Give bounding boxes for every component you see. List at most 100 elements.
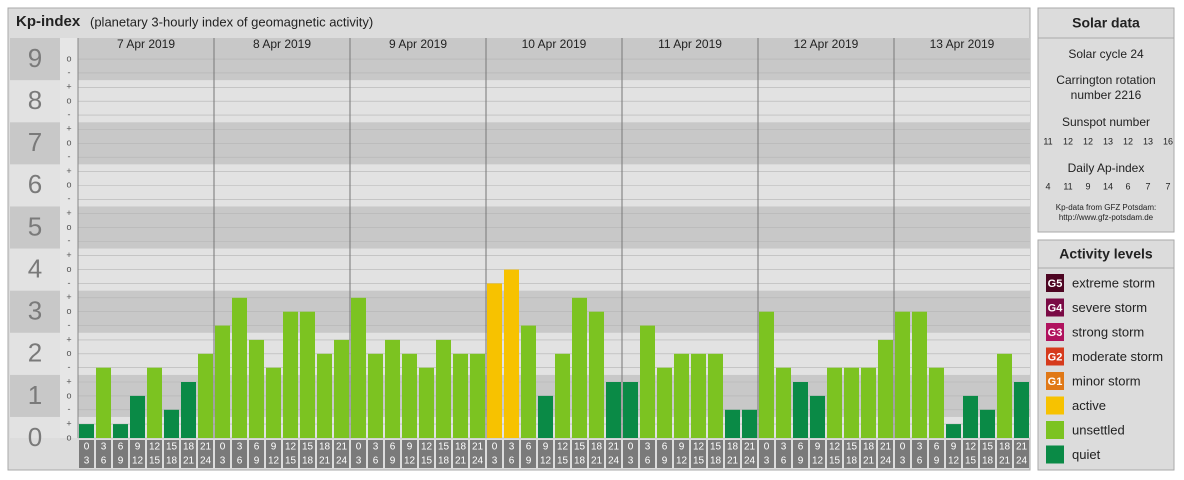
x-tick-label: 21 [591, 456, 603, 467]
solar-title: Solar data [1072, 15, 1140, 31]
minor-tick-label: o [66, 222, 71, 232]
minor-tick-label: o [66, 306, 71, 316]
solar-panel [1037, 7, 1175, 233]
hour-box [215, 440, 230, 468]
x-tick-label: 24 [744, 456, 756, 467]
hour-box [708, 440, 723, 468]
sunspot-value: 13 [1143, 136, 1153, 146]
bar [555, 353, 570, 438]
hour-box [402, 440, 417, 468]
kp-band [10, 122, 60, 165]
legend-swatch [1046, 347, 1064, 366]
kp-band [10, 290, 60, 333]
hour-box [963, 440, 978, 468]
x-tick-label: 12 [693, 442, 705, 453]
legend-code: G5 [1048, 278, 1063, 290]
bar [402, 353, 417, 438]
hour-box [232, 440, 247, 468]
hour-box [742, 440, 757, 468]
legend-label: quiet [1072, 447, 1101, 462]
hour-box [79, 440, 94, 468]
carrington: Carrington rotation [1056, 73, 1155, 87]
x-tick-label: 18 [574, 456, 586, 467]
bar [606, 382, 621, 438]
hour-box [827, 440, 842, 468]
hour-box [283, 440, 298, 468]
ap-value: 11 [1063, 181, 1072, 191]
legend-swatch [1046, 274, 1064, 292]
legend-label: strong storm [1072, 324, 1144, 339]
x-tick-label: 0 [628, 442, 634, 453]
hour-box [861, 440, 876, 468]
minor-tick-label: o [66, 264, 71, 274]
hour-box [623, 440, 638, 468]
kp-band [10, 248, 60, 291]
hour-box [538, 440, 553, 468]
legend-code: G3 [1048, 327, 1063, 339]
x-tick-label: 3 [373, 442, 379, 453]
minor-tick-label: - [68, 236, 71, 246]
hour-box [521, 440, 536, 468]
legend-swatch [1046, 298, 1064, 317]
x-tick-label: 3 [220, 456, 226, 467]
y-tick-label: 2 [28, 338, 42, 368]
bar [368, 353, 383, 438]
bar [198, 353, 213, 438]
x-tick-label: 6 [101, 456, 107, 467]
bar [215, 325, 230, 438]
x-tick-label: 0 [356, 442, 362, 453]
legend-swatch [1046, 396, 1064, 415]
x-tick-label: 21 [999, 456, 1011, 467]
hour-box [929, 440, 944, 468]
ap-title: Daily Ap-index [1068, 161, 1145, 175]
minor-tick-label: - [68, 362, 71, 372]
bar [470, 353, 485, 438]
x-tick-label: 6 [373, 456, 379, 467]
hour-box [895, 440, 910, 468]
y-tick-label: 8 [28, 85, 42, 115]
x-tick-label: 9 [118, 456, 124, 467]
bar [725, 409, 740, 438]
day-label: 8 Apr 2019 [253, 37, 311, 51]
x-tick-label: 3 [101, 442, 107, 453]
x-tick-label: 3 [509, 442, 515, 453]
bar [742, 409, 757, 438]
x-tick-label: 12 [285, 442, 297, 453]
x-tick-label: 3 [900, 456, 906, 467]
bar [776, 367, 791, 438]
legend-label: moderate storm [1072, 349, 1163, 364]
hour-box [674, 440, 689, 468]
legend-swatch [1046, 323, 1064, 341]
hour-box [504, 440, 519, 468]
x-tick-label: 12 [404, 456, 416, 467]
x-tick-label: 15 [965, 456, 977, 467]
hour-box [470, 440, 485, 468]
bar [946, 424, 961, 438]
hour-box [980, 440, 995, 468]
x-tick-label: 6 [781, 456, 787, 467]
x-tick-label: 24 [1016, 456, 1028, 467]
minor-tick-label: o [66, 432, 71, 442]
bar [912, 311, 927, 438]
x-tick-label: 18 [183, 442, 195, 453]
x-tick-label: 15 [829, 456, 841, 467]
x-tick-label: 15 [982, 442, 994, 453]
hour-box [946, 440, 961, 468]
bar [674, 353, 689, 438]
bar [96, 367, 111, 438]
tick-column [60, 38, 78, 438]
hour-box [725, 440, 740, 468]
x-tick-label: 21 [1016, 442, 1028, 453]
x-tick-label: 9 [679, 442, 685, 453]
bar [640, 325, 655, 438]
x-tick-label: 6 [509, 456, 515, 467]
x-tick-label: 6 [798, 442, 804, 453]
legend-label: severe storm [1072, 300, 1147, 315]
x-tick-label: 6 [662, 442, 668, 453]
kp-band [10, 80, 60, 123]
minor-tick-label: o [66, 180, 71, 190]
x-tick-label: 15 [438, 442, 450, 453]
x-tick-label: 3 [84, 456, 90, 467]
x-tick-label: 3 [781, 442, 787, 453]
